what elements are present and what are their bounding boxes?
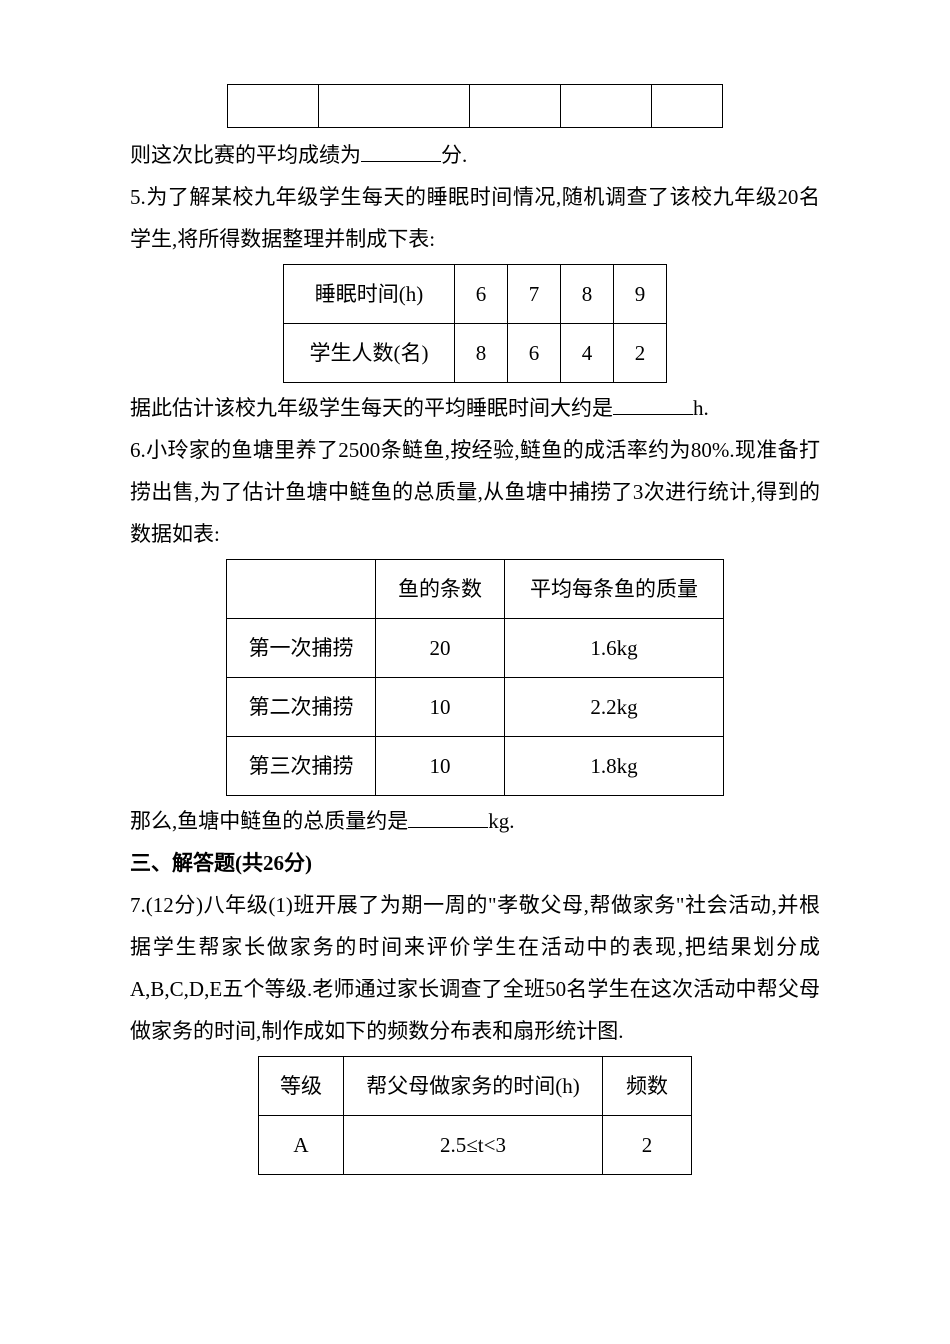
- table-cell: 10: [376, 737, 505, 796]
- table-cell: 20: [376, 619, 505, 678]
- table-cell: 2.5≤t<3: [344, 1116, 603, 1175]
- frequency-table: 等级 帮父母做家务的时间(h) 频数 A 2.5≤t<3 2: [258, 1056, 692, 1175]
- table-cell: 7: [508, 265, 561, 324]
- fish-table: 鱼的条数 平均每条鱼的质量 第一次捕捞 20 1.6kg 第二次捕捞 10 2.…: [226, 559, 724, 796]
- blank-fill: [361, 140, 441, 162]
- table-cell: [228, 85, 319, 128]
- question-6-tail: 那么,鱼塘中鲢鱼的总质量约是 kg.: [130, 800, 820, 842]
- table-cell: 6: [508, 324, 561, 383]
- table-cell: 第一次捕捞: [227, 619, 376, 678]
- score-table-fragment: [227, 84, 723, 128]
- blank-fill: [408, 806, 488, 828]
- text: 则这次比赛的平均成绩为: [130, 143, 361, 167]
- table-cell: 第三次捕捞: [227, 737, 376, 796]
- table-header: 睡眠时间(h): [284, 265, 455, 324]
- table-cell: 2: [603, 1116, 692, 1175]
- table-cell: 9: [614, 265, 667, 324]
- table-cell: 1.6kg: [505, 619, 724, 678]
- table-cell: 2: [614, 324, 667, 383]
- text: kg.: [488, 809, 514, 833]
- table-cell: A: [259, 1116, 344, 1175]
- question-5-text: 5.为了解某校九年级学生每天的睡眠时间情况,随机调查了该校九年级20名学生,将所…: [130, 176, 820, 260]
- section-3-title: 三、解答题(共26分): [130, 842, 820, 884]
- text: 那么,鱼塘中鲢鱼的总质量约是: [130, 809, 408, 833]
- question-4-tail: 则这次比赛的平均成绩为 分.: [130, 134, 820, 176]
- table-header: 鱼的条数: [376, 560, 505, 619]
- blank-fill: [613, 393, 693, 415]
- question-7-text: 7.(12分)八年级(1)班开展了为期一周的"孝敬父母,帮做家务"社会活动,并根…: [130, 884, 820, 1052]
- text: h.: [693, 396, 709, 420]
- text: 据此估计该校九年级学生每天的平均睡眠时间大约是: [130, 396, 613, 420]
- table-cell: 2.2kg: [505, 678, 724, 737]
- question-5-tail: 据此估计该校九年级学生每天的平均睡眠时间大约是 h.: [130, 387, 820, 429]
- table-header: 学生人数(名): [284, 324, 455, 383]
- text: 分.: [441, 143, 467, 167]
- table-cell: 4: [561, 324, 614, 383]
- sleep-time-table: 睡眠时间(h) 6 7 8 9 学生人数(名) 8 6 4 2: [283, 264, 667, 383]
- table-header: 频数: [603, 1057, 692, 1116]
- table-cell: 第二次捕捞: [227, 678, 376, 737]
- table-cell: 1.8kg: [505, 737, 724, 796]
- table-cell: 6: [455, 265, 508, 324]
- table-cell: 10: [376, 678, 505, 737]
- table-cell: [561, 85, 652, 128]
- table-cell: [470, 85, 561, 128]
- table-cell: 8: [561, 265, 614, 324]
- question-6-text: 6.小玲家的鱼塘里养了2500条鲢鱼,按经验,鲢鱼的成活率约为80%.现准备打捞…: [130, 429, 820, 555]
- table-header: 帮父母做家务的时间(h): [344, 1057, 603, 1116]
- table-cell: 8: [455, 324, 508, 383]
- table-header: 平均每条鱼的质量: [505, 560, 724, 619]
- table-cell: [227, 560, 376, 619]
- table-cell: [652, 85, 723, 128]
- table-header: 等级: [259, 1057, 344, 1116]
- table-cell: [319, 85, 470, 128]
